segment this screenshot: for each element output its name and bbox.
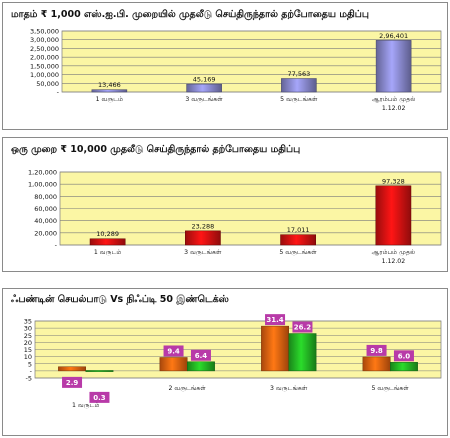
category-label-performance: 3 வருடங்கள் [270,385,308,392]
data-label-box-performance [265,314,286,326]
y-tick-label-performance: 35 [24,318,32,326]
y-tick-label-sip: 2,50,000 [30,45,59,53]
y-tick-label-lumpsum: 1,00,000 [28,181,57,189]
data-label-performance: 9.8 [370,347,383,355]
chart-title-sip: மாதம் ₹ 1,000 எஸ்.ஐ.பி. முறையில் முதலீடு… [11,9,369,20]
data-label-performance: 26.2 [294,324,311,332]
category-label-lumpsum: 3 வருடங்கள் [184,249,222,256]
bar-performance [58,366,87,372]
chart-sip-svg: -50,0001,00,0001,50,0002,00,0002,50,0003… [30,28,442,112]
y-tick-label-performance: 5 [28,360,32,368]
category-label-sip: ஆரம்பம் முதல் [372,96,416,103]
y-tick-label-sip: 3,50,000 [30,28,59,36]
data-label-box-performance [89,391,110,403]
data-label-sip: 2,96,401 [379,32,408,40]
bar-performance [362,356,391,372]
category-label-sip: 3 வருடங்கள் [185,96,223,103]
data-label-sip: 13,466 [98,81,121,89]
y-tick-label-sip: 1,50,000 [30,62,59,70]
bar-performance [288,333,317,372]
data-label-sip: 45,169 [193,76,216,84]
data-label-lumpsum: 97,328 [382,177,405,185]
category-label-sip: 1.12.02 [382,105,406,112]
data-label-box-performance [190,349,211,361]
bar-performance [187,361,215,372]
chart-title-performance: ஃபண்டின் செயல்பாடு Vs நிஃப்டி 50 இண்டெக்… [11,294,229,305]
bar-lumpsum [185,230,221,246]
y-tick-label-performance: -5 [26,375,32,383]
data-label-box-performance [163,345,184,357]
chart-panel-sip: மாதம் ₹ 1,000 எஸ்.ஐ.பி. முறையில் முதலீடு… [2,2,448,130]
bar-performance [390,362,418,372]
bar-performance [159,357,188,372]
y-tick-label-performance: 25 [24,332,32,340]
category-label-lumpsum: 5 வருடங்கள் [279,249,317,256]
data-label-performance: 9.4 [167,347,180,355]
data-label-box-performance [366,344,387,356]
bar-lumpsum [89,238,126,246]
data-label-box-performance [292,321,313,333]
category-label-performance: 5 வருடங்கள் [372,385,410,392]
data-label-performance: 2.9 [66,379,79,387]
chart-panel-performance: ஃபண்டின் செயல்பாடு Vs நிஃப்டி 50 இண்டெக்… [2,288,448,436]
y-tick-label-sip: 2,00,000 [30,54,59,62]
y-tick-label-performance: 20 [24,339,32,347]
bar-sip [375,40,412,93]
y-tick-label-performance: 15 [24,346,32,354]
y-tick-label-performance: 30 [24,325,32,333]
bar-lumpsum [280,234,316,246]
data-label-lumpsum: 10,289 [96,230,119,238]
data-label-performance: 6.0 [398,352,411,360]
y-tick-label-sip: 50,000 [36,80,59,88]
y-tick-label-sip: - [57,89,60,97]
bar-performance [85,370,114,372]
category-label-performance: 1 வருடம் [72,402,99,409]
data-label-performance: 31.4 [266,316,283,324]
chart-lumpsum-svg: - 20,000 40,000 60,000 80,000 1,00,000 1,20,00… [28,169,442,265]
bar-performance [261,325,290,372]
data-label-lumpsum: 23,288 [192,222,215,230]
chart-title-lumpsum: ஒரு முறை ₹ 10,000 முதலீடு செய்திருந்தால்… [11,144,301,155]
y-tick-label-lumpsum: 60,000 [34,205,57,213]
y-tick-label-lumpsum: 1,20,000 [28,169,57,177]
data-label-box-performance [62,376,83,388]
y-tick-label-performance: 10 [24,353,32,361]
category-label-lumpsum: 1 வருடம் [94,249,121,256]
data-label-performance: 6.4 [195,352,208,360]
bar-sip [281,78,317,93]
y-tick-label-sip: 3,00,000 [30,36,59,44]
category-label-sip: 1 வருடம் [96,96,123,103]
data-label-lumpsum: 17,011 [287,226,310,234]
bar-sip [186,83,222,93]
y-tick-label-lumpsum: - [55,242,58,250]
category-label-sip: 5 வருடங்கள் [280,96,318,103]
y-tick-label-lumpsum: 20,000 [34,229,57,237]
y-tick-label-lumpsum: 80,000 [34,193,57,201]
category-label-lumpsum: ஆரம்பம் முதல் [372,249,416,256]
y-tick-label-lumpsum: 40,000 [34,217,57,225]
data-label-performance: 0.3 [93,394,106,402]
category-label-performance: 2 வருடங்கள் [169,385,207,392]
bar-sip [91,89,128,93]
bar-lumpsum [375,185,412,246]
y-tick-label-performance: - [30,367,33,375]
data-label-box-performance [393,350,414,362]
category-label-lumpsum: 1.12.02 [382,258,406,265]
data-label-sip: 77,563 [288,70,311,78]
chart-panel-lumpsum: ஒரு முறை ₹ 10,000 முதலீடு செய்திருந்தால்… [2,137,448,272]
y-tick-label-sip: 1,00,000 [30,71,59,79]
